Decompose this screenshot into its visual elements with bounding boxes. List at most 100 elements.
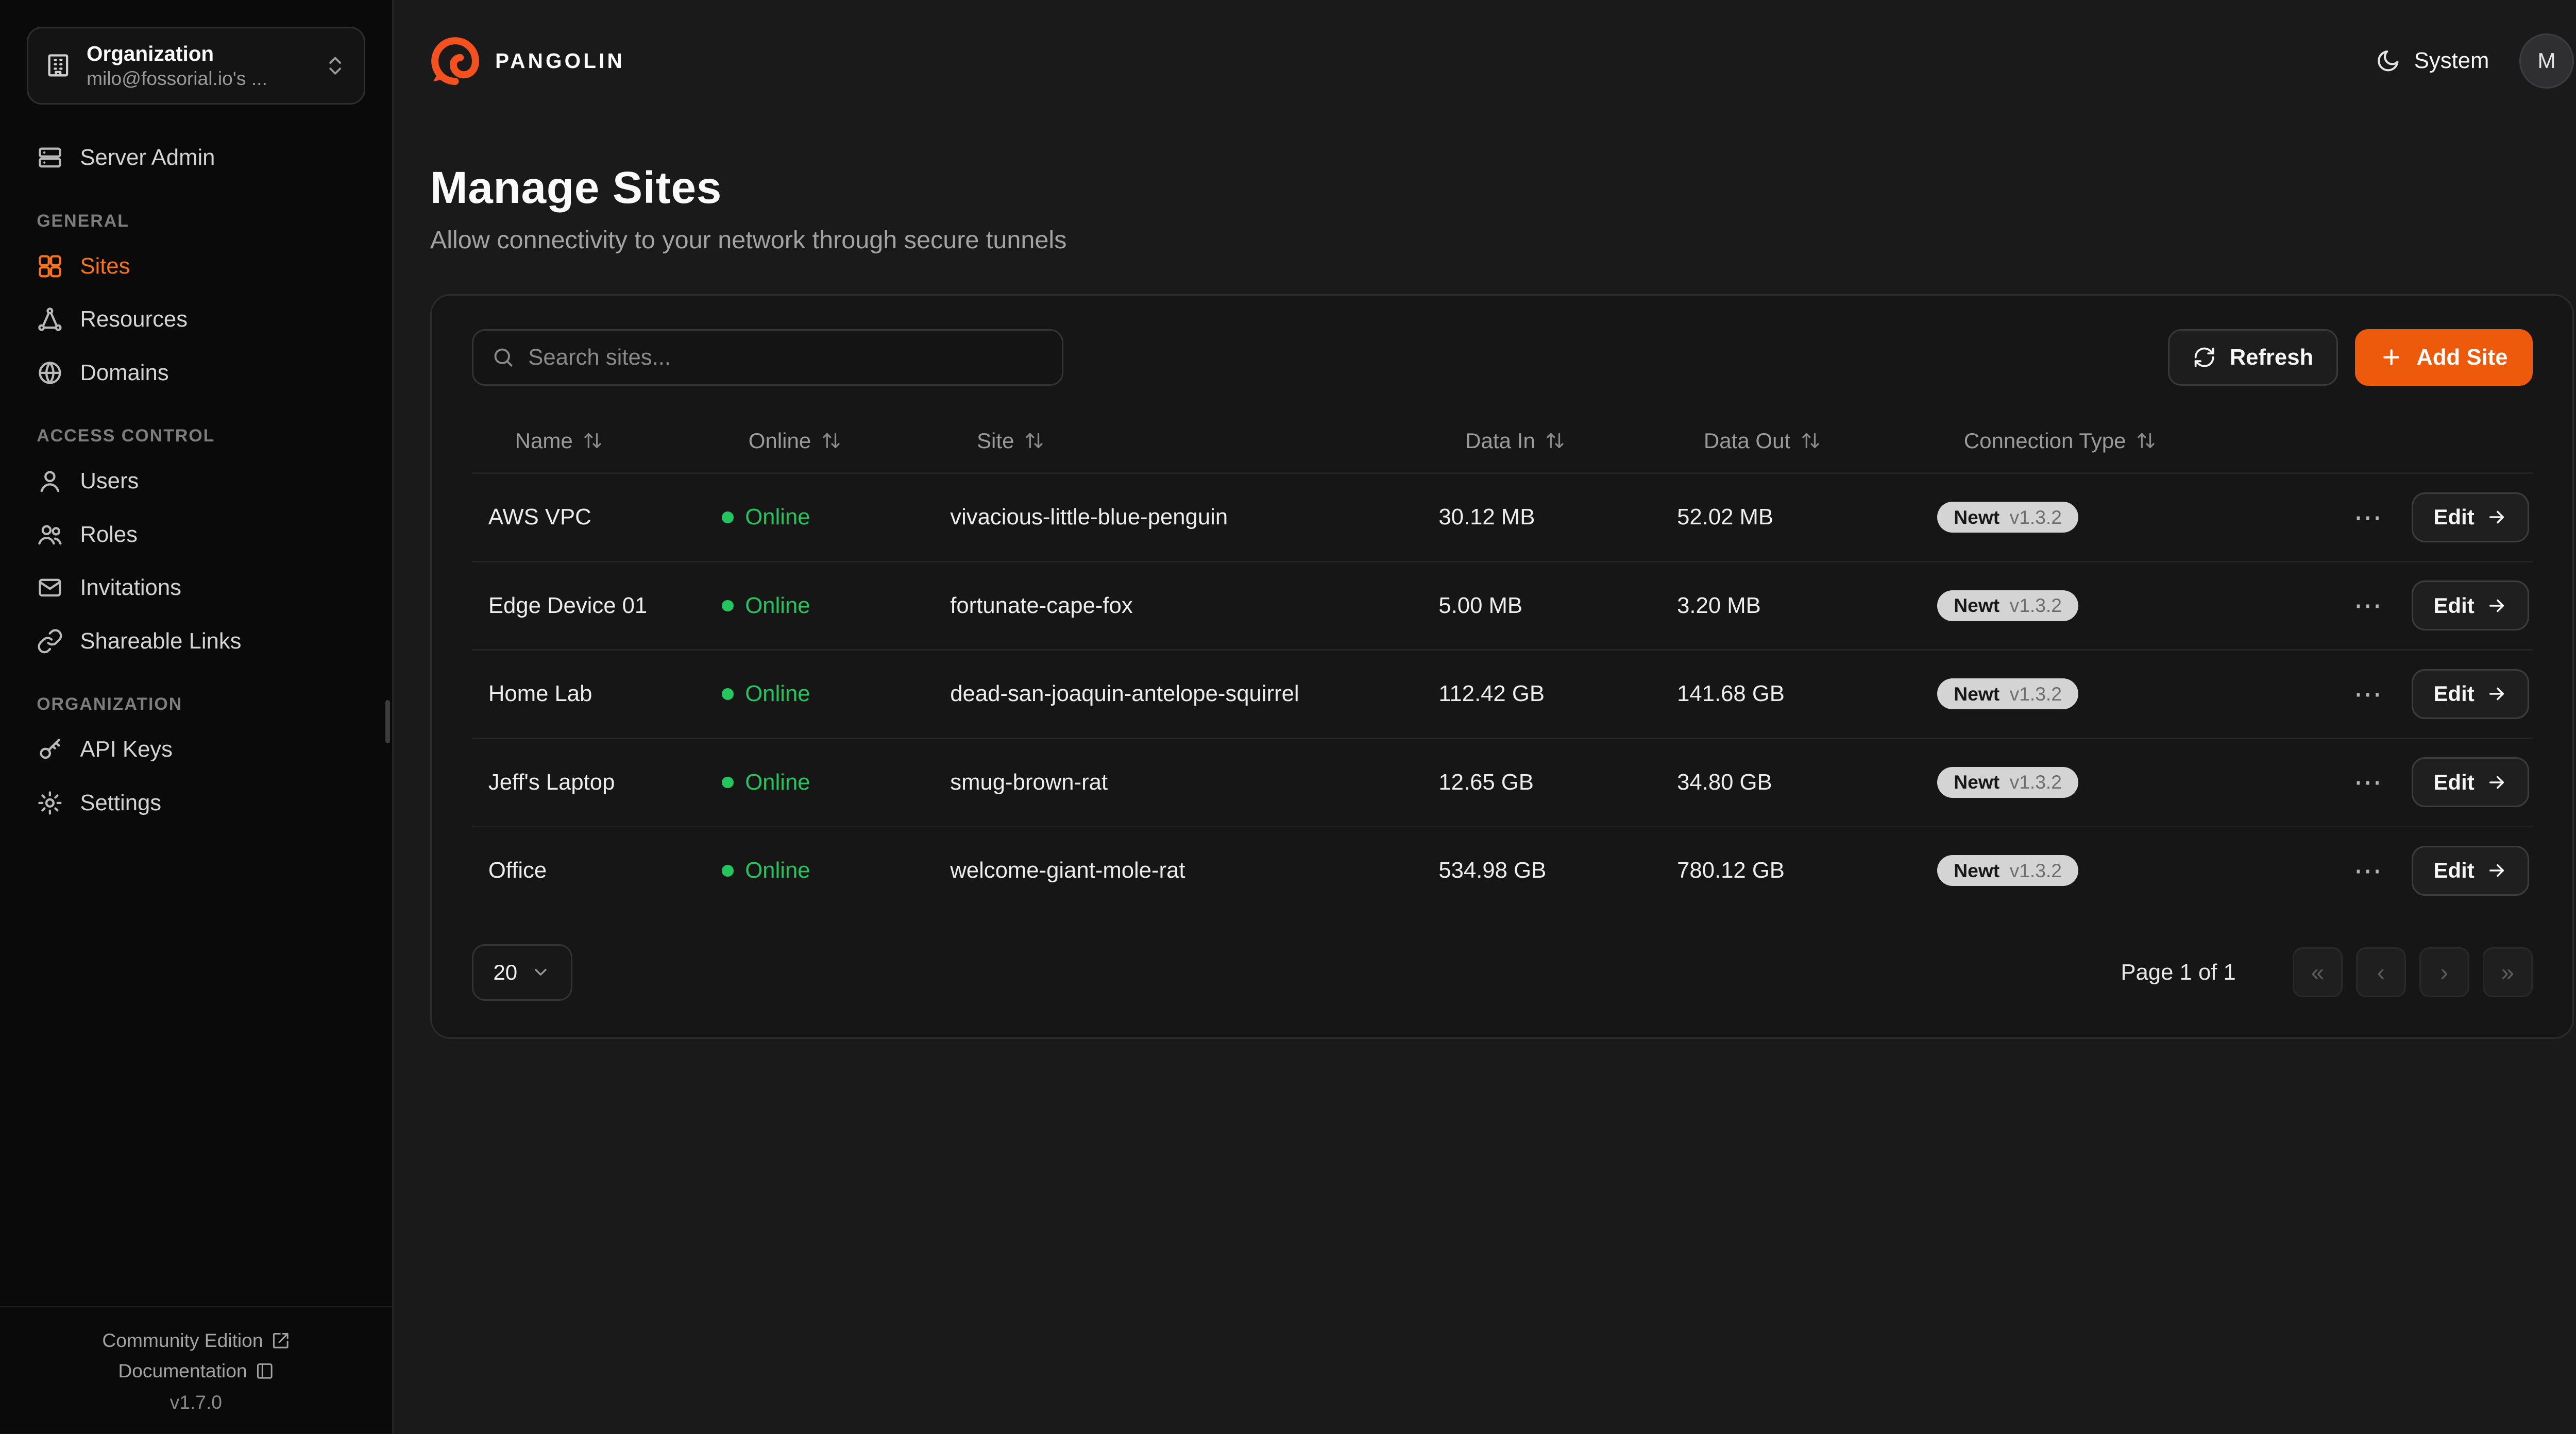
pangolin-logo-icon [431, 37, 479, 85]
avatar[interactable]: M [2519, 33, 2574, 89]
sidebar-item-sites[interactable]: Sites [20, 240, 372, 293]
add-site-button[interactable]: Add Site [2354, 329, 2533, 386]
connection-version: v1.3.2 [2009, 682, 2062, 705]
row-menu-button[interactable]: ⋯ [2347, 588, 2388, 623]
prev-page-button[interactable]: ‹ [2355, 947, 2406, 998]
edit-button[interactable]: Edit [2412, 581, 2530, 631]
row-menu-button[interactable]: ⋯ [2347, 853, 2388, 888]
online-label: Online [745, 858, 810, 883]
site-name-cell: Edge Device 01 [488, 592, 648, 618]
site-name-cell: Jeff's Laptop [488, 769, 615, 795]
edit-label: Edit [2433, 505, 2475, 530]
arrow-right-icon [2489, 776, 2504, 789]
table-row: Jeff's Laptop Online smug-brown-rat 12.6… [471, 737, 2533, 826]
sidebar-item-roles[interactable]: Roles [20, 508, 372, 561]
edit-button[interactable]: Edit [2412, 757, 2530, 808]
org-selector[interactable]: Organization milo@fossorial.io's ... [26, 26, 365, 105]
arrow-right-icon [2489, 599, 2504, 612]
sort-site[interactable]: Site [934, 429, 1422, 453]
connection-badge: Newt v1.3.2 [1937, 766, 2079, 798]
sidebar-item-invitations[interactable]: Invitations [20, 561, 372, 614]
connection-name: Newt [1954, 594, 2000, 617]
sidebar-section-organization: ORGANIZATION [37, 694, 183, 714]
panel-toolbar: Refresh Add Site [471, 329, 2533, 386]
refresh-icon [2195, 347, 2214, 367]
data-out-cell: 780.12 GB [1677, 858, 1785, 883]
mail-icon [39, 578, 61, 597]
search-input[interactable] [528, 344, 1044, 370]
sidebar-item-resources[interactable]: Resources [20, 293, 372, 346]
globe-icon [39, 362, 61, 384]
row-menu-button[interactable]: ⋯ [2347, 765, 2388, 800]
connection-type-cell: Newt v1.3.2 [1921, 766, 2314, 798]
data-out-cell: 3.20 MB [1677, 592, 1761, 618]
first-page-button[interactable]: « [2292, 947, 2343, 998]
sidebar-item-label: Invitations [80, 575, 181, 601]
next-page-button[interactable]: › [2419, 947, 2469, 998]
sidebar-item-api-keys[interactable]: API Keys [20, 723, 372, 776]
sidebar-item-server-admin[interactable]: Server Admin [20, 131, 372, 185]
sidebar-item-label: Shareable Links [80, 628, 242, 654]
community-edition-link[interactable]: Community Edition [16, 1325, 375, 1356]
site-id-cell: smug-brown-rat [950, 769, 1108, 795]
sidebar-item-domains[interactable]: Domains [20, 346, 372, 400]
table-row: Office Online welcome-giant-mole-rat 534… [471, 826, 2533, 914]
sidebar-item-shareable-links[interactable]: Shareable Links [20, 614, 372, 668]
sidebar-scrollbar-thumb[interactable] [385, 700, 391, 744]
brand: PANGOLIN [430, 36, 625, 86]
online-status-cell: Online [705, 858, 934, 883]
sidebar-item-label: Resources [80, 306, 188, 332]
table-row: AWS VPC Online vivacious-little-blue-pen… [471, 472, 2533, 561]
connection-name: Newt [1954, 859, 2000, 881]
table-header: Name Online Site Data In Data Out Connec… [472, 409, 2533, 472]
edit-button[interactable]: Edit [2412, 669, 2530, 719]
sort-name[interactable]: Name [472, 429, 705, 453]
connection-version: v1.3.2 [2009, 594, 2062, 617]
row-menu-button[interactable]: ⋯ [2347, 500, 2388, 535]
sidebar-item-users[interactable]: Users [20, 454, 372, 508]
user-icon [40, 471, 60, 492]
topbar: PANGOLIN System M [430, 0, 2574, 118]
arrow-right-icon [2489, 511, 2504, 524]
page-size-select[interactable]: 20 [471, 944, 572, 1001]
building-icon [48, 54, 69, 77]
sidebar-nav: Server Admin GENERAL Sites Resources Dom… [0, 114, 392, 1305]
edit-label: Edit [2433, 681, 2475, 706]
org-selector-label: Organization [87, 41, 214, 65]
sidebar-item-label: Settings [80, 790, 162, 815]
edit-button[interactable]: Edit [2412, 845, 2530, 896]
online-label: Online [745, 769, 810, 795]
sort-icon [2138, 433, 2155, 449]
connection-type-cell: Newt v1.3.2 [1921, 855, 2314, 886]
sidebar-item-label: API Keys [80, 737, 173, 762]
connection-version: v1.3.2 [2009, 506, 2062, 528]
brand-name: PANGOLIN [495, 48, 625, 73]
sort-online[interactable]: Online [705, 429, 934, 453]
sidebar-item-settings[interactable]: Settings [20, 776, 372, 830]
edit-label: Edit [2433, 858, 2475, 883]
sites-grid-icon [39, 255, 61, 278]
sort-data-out[interactable]: Data Out [1660, 429, 1921, 453]
connection-badge: Newt v1.3.2 [1937, 678, 2079, 710]
sort-icon [1026, 433, 1043, 449]
page-title: Manage Sites [430, 162, 722, 213]
site-id-cell: dead-san-joaquin-antelope-squirrel [950, 681, 1299, 707]
documentation-link[interactable]: Documentation [16, 1356, 375, 1386]
edit-button[interactable]: Edit [2412, 492, 2530, 542]
sort-connection-type[interactable]: Connection Type [1921, 429, 2314, 453]
refresh-button[interactable]: Refresh [2168, 329, 2338, 386]
sort-data-in[interactable]: Data In [1422, 429, 1660, 453]
theme-toggle-button[interactable]: System [2376, 48, 2489, 74]
connection-type-cell: Newt v1.3.2 [1921, 678, 2314, 710]
online-status-cell: Online [705, 504, 934, 530]
row-menu-button[interactable]: ⋯ [2347, 676, 2388, 711]
moon-icon [2378, 50, 2399, 72]
online-status-cell: Online [705, 593, 934, 619]
table-row: Edge Device 01 Online fortunate-cape-fox… [471, 560, 2533, 650]
online-dot-icon [721, 865, 734, 877]
connection-version: v1.3.2 [2009, 859, 2062, 881]
last-page-button[interactable]: » [2482, 947, 2533, 998]
sidebar-section-access-control: ACCESS CONTROL [37, 426, 215, 446]
site-id-cell: vivacious-little-blue-penguin [950, 504, 1228, 530]
online-label: Online [745, 681, 810, 707]
